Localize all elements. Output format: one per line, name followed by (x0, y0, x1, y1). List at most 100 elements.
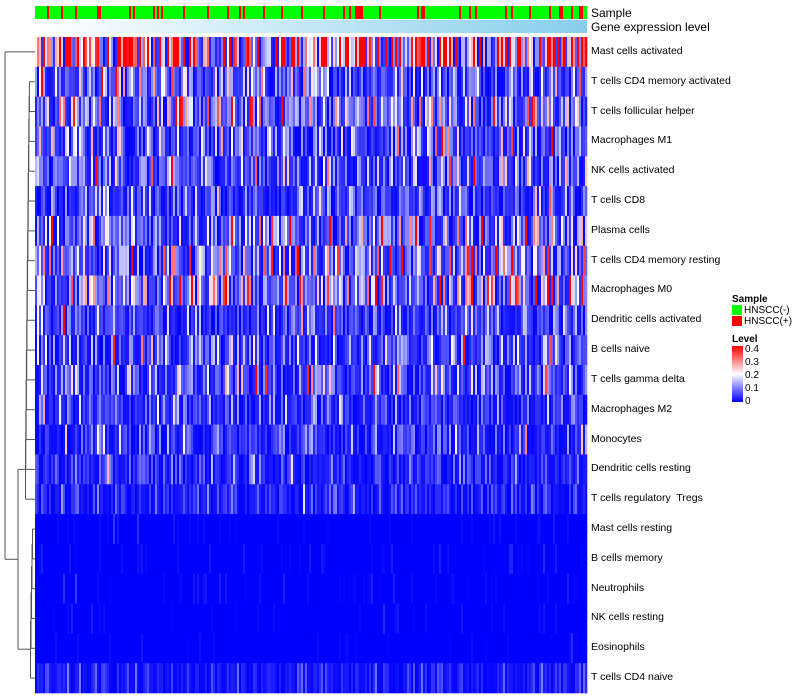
heatmap-cell (181, 365, 184, 396)
sample-annotation-cell (59, 6, 62, 19)
heatmap-cell (339, 215, 342, 247)
heatmap-cell (543, 156, 546, 187)
heatmap-cell (551, 215, 554, 247)
heatmap-cell (209, 424, 212, 455)
heatmap-cell (111, 126, 114, 157)
heatmap-cell (185, 215, 188, 247)
heatmap-cell (233, 96, 236, 127)
heatmap-cell (103, 454, 106, 485)
heatmap-cell (313, 335, 316, 366)
heatmap-cell (207, 156, 210, 187)
heatmap-cell (347, 37, 350, 68)
heatmap-cell (553, 394, 556, 425)
heatmap-cell (299, 37, 302, 68)
heatmap-cell (557, 126, 560, 157)
heatmap-cell (121, 305, 124, 336)
heatmap-cell (423, 394, 426, 425)
heatmap-cell (453, 484, 456, 515)
heatmap-cell (441, 186, 444, 217)
heatmap-cell (265, 186, 268, 217)
heatmap-cell (83, 484, 86, 515)
heatmap-cell (79, 514, 82, 545)
heatmap-cell (77, 305, 80, 336)
heatmap-cell (573, 186, 576, 217)
heatmap-cell (557, 335, 560, 366)
heatmap-cell (49, 484, 52, 515)
heatmap-cell (187, 454, 190, 485)
heatmap-cell (417, 156, 420, 187)
heatmap-cell (245, 335, 248, 366)
heatmap-cell (223, 275, 226, 306)
heatmap-cell (109, 484, 112, 515)
heatmap-cell (237, 275, 240, 306)
heatmap-cell (267, 245, 270, 276)
heatmap-cell (225, 215, 228, 247)
heatmap-cell (535, 245, 538, 276)
heatmap-cell (443, 275, 446, 306)
heatmap-cell (425, 66, 428, 97)
heatmap-cell (397, 394, 400, 425)
heatmap-cell (267, 365, 270, 396)
heatmap-cell (557, 394, 560, 425)
heatmap-cell (467, 245, 470, 276)
heatmap-cell (363, 394, 366, 425)
heatmap-cell (527, 394, 530, 425)
heatmap-cell (107, 335, 110, 366)
heatmap-cell (497, 245, 500, 276)
heatmap-cell (353, 394, 356, 425)
heatmap-cell (315, 365, 318, 396)
heatmap-cell (549, 335, 552, 366)
heatmap-cell (345, 335, 348, 366)
heatmap-cell (179, 215, 182, 247)
heatmap-cell (249, 245, 252, 276)
heatmap-cell (583, 215, 586, 247)
heatmap-cell (241, 126, 244, 157)
heatmap-cell (47, 275, 50, 306)
heatmap-cell (485, 424, 488, 455)
heatmap-cell (385, 215, 388, 247)
heatmap-cell (265, 424, 268, 455)
heatmap-cell (443, 245, 446, 276)
heatmap-cell (349, 96, 352, 127)
heatmap-cell (563, 215, 566, 247)
heatmap-cell (113, 335, 116, 366)
heatmap-cell (105, 37, 108, 68)
heatmap-cell (401, 394, 404, 425)
heatmap-cell (373, 305, 376, 336)
heatmap-cell (523, 335, 526, 366)
heatmap-cell (113, 424, 116, 455)
heatmap-cell (115, 245, 118, 276)
heatmap-cell (135, 275, 138, 306)
heatmap-cell (363, 365, 366, 396)
heatmap-cell (269, 245, 272, 276)
heatmap-cell (121, 156, 124, 187)
heatmap-cell (225, 186, 228, 217)
heatmap-cell (127, 275, 130, 306)
heatmap-cell (509, 424, 512, 455)
heatmap-cell (187, 66, 190, 97)
sample-annotation-cell (543, 6, 546, 19)
heatmap-cell (85, 66, 88, 97)
heatmap-cell (95, 156, 98, 187)
heatmap-cell (211, 365, 214, 396)
heatmap-cell (189, 514, 192, 545)
heatmap-cell (97, 245, 100, 276)
heatmap-cell (51, 156, 54, 187)
heatmap-cell (83, 424, 86, 455)
heatmap-cell (77, 186, 80, 217)
heatmap-cell (519, 66, 522, 97)
heatmap-cell (257, 365, 260, 396)
heatmap-cell (157, 66, 160, 97)
heatmap-cell (369, 156, 372, 187)
heatmap-cell (127, 484, 130, 515)
heatmap-cell (561, 66, 564, 97)
heatmap-cell (379, 484, 382, 515)
heatmap-cell (41, 245, 44, 276)
heatmap-cell (365, 424, 368, 455)
sample-annotation-cell (413, 6, 416, 19)
heatmap-cell (185, 126, 188, 157)
heatmap-cell (481, 126, 484, 157)
heatmap-cell (549, 394, 552, 425)
heatmap-cell (305, 96, 308, 127)
heatmap-cell (509, 245, 512, 276)
